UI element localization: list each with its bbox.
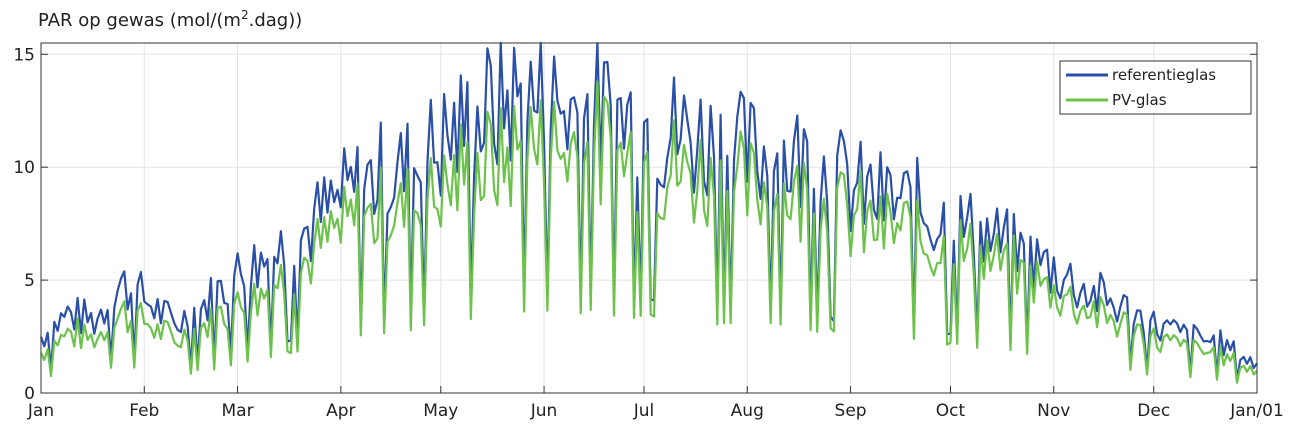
y-tick-label: 0	[24, 384, 35, 404]
series-lines	[39, 41, 1258, 384]
legend: referentieglas PV-glas	[1059, 60, 1252, 115]
x-tick-label: Sep	[835, 401, 867, 421]
legend-label-referentieglas: referentieglas	[1112, 66, 1216, 84]
x-tick-label: May	[423, 401, 458, 421]
series-line-pv-glas	[40, 80, 1258, 384]
x-tick-label: Nov	[1037, 401, 1070, 421]
legend-box	[1059, 60, 1252, 115]
x-tick-label: Jan/01	[1229, 401, 1284, 421]
x-tick-label: Aug	[731, 401, 764, 421]
x-tick-label: Jun	[530, 401, 558, 421]
legend-label-pv-glas: PV-glas	[1112, 91, 1167, 109]
x-tick-label: Oct	[936, 401, 966, 421]
x-tick-label: Feb	[129, 401, 159, 421]
y-tick-label: 15	[13, 45, 35, 65]
y-tick-label: 5	[24, 271, 35, 291]
x-tick-label: Dec	[1137, 401, 1170, 421]
x-tick-label: Jul	[633, 401, 655, 421]
y-axis-tick-labels: 0 5 10 15	[13, 45, 35, 404]
x-tick-label: Apr	[326, 401, 355, 421]
x-tick-label: Jan	[27, 401, 54, 421]
y-tick-label: 10	[13, 158, 35, 178]
title-superscript: 2	[241, 8, 249, 22]
chart-title: PAR op gewas (mol/(m2.dag))	[38, 8, 302, 31]
axis-ticks	[40, 53, 1258, 394]
plot-area-frame	[40, 42, 1258, 394]
x-axis-tick-labels: Jan Feb Mar Apr May Jun Jul Aug Sep Oct Nov Dec Jan/…	[27, 401, 1284, 421]
x-tick-label: Mar	[222, 401, 254, 421]
